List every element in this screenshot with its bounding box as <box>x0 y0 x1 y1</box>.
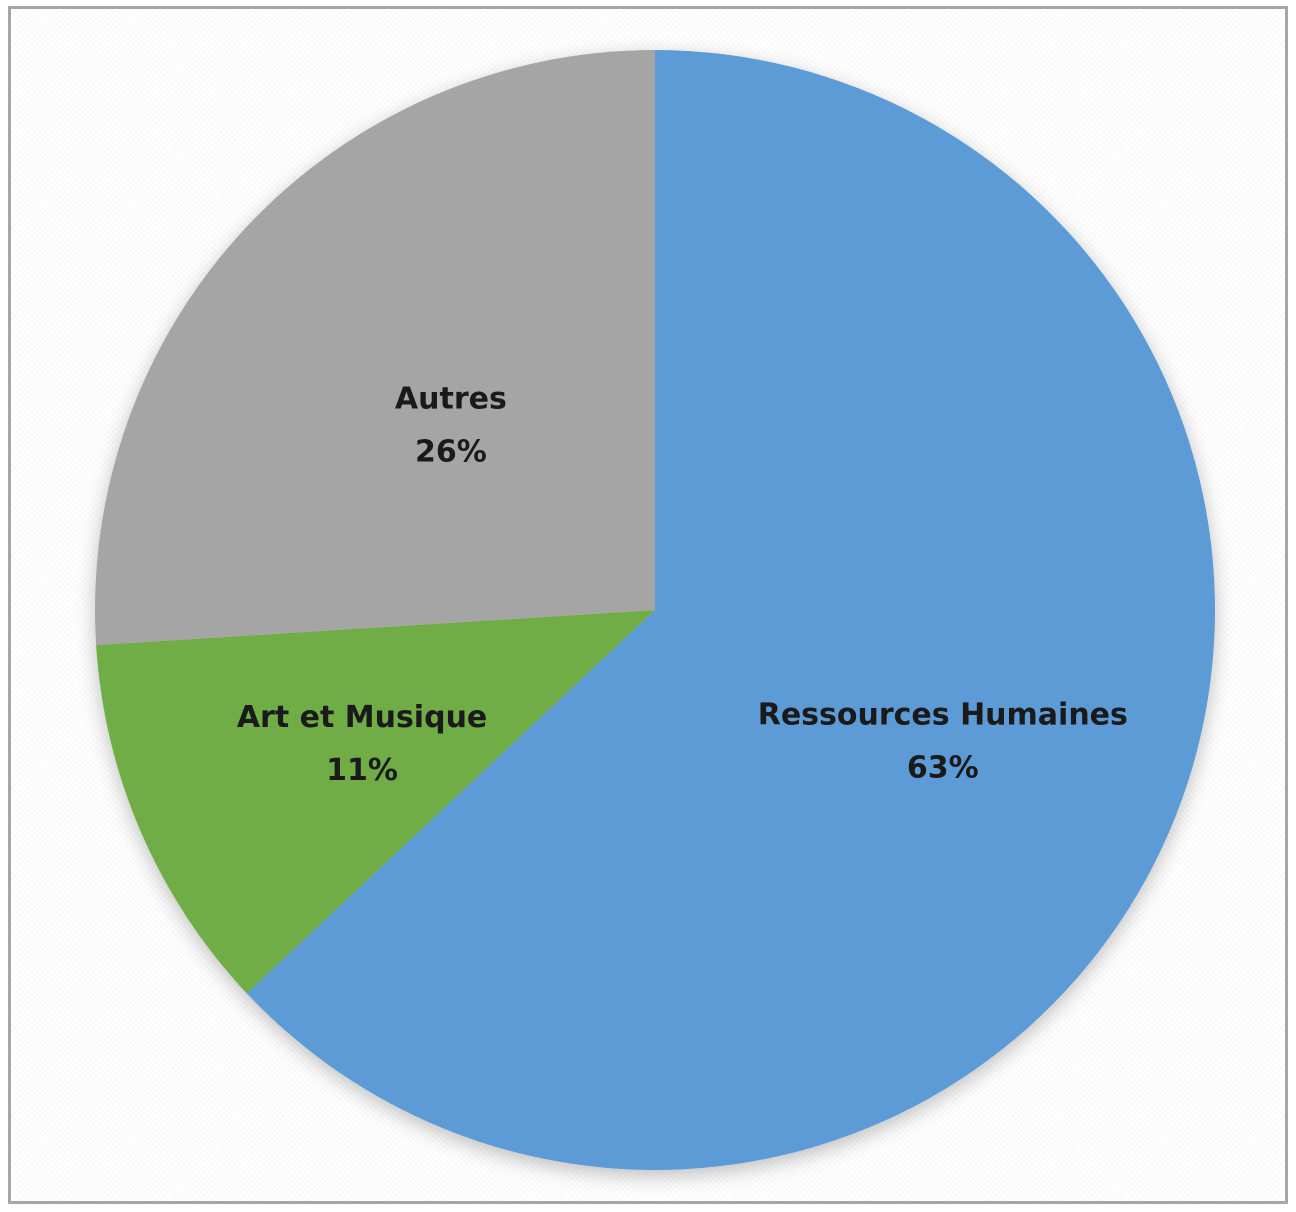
slice-label-value: 26% <box>415 434 487 469</box>
pie-slice-ressources-humaines <box>246 50 1215 1170</box>
pie-labels: Ressources Humaines 63% Art et Musique 11% A… <box>237 381 1128 787</box>
slice-label-value: 11% <box>326 753 398 788</box>
pie-slice-autres <box>95 50 655 646</box>
slice-label-name: Ressources Humaines <box>758 698 1128 733</box>
slice-label-value: 63% <box>907 751 979 786</box>
slice-label-name: Autres <box>395 381 507 416</box>
pie-slice-art-et-musique <box>96 610 655 994</box>
pie-slices <box>95 50 1215 1170</box>
slice-label-name: Art et Musique <box>237 700 487 735</box>
